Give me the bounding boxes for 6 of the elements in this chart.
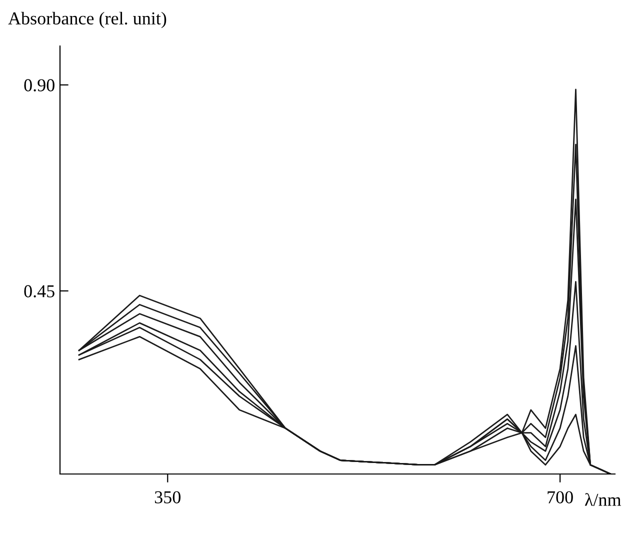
y-axis-title: Absorbance (rel. unit) bbox=[8, 12, 166, 28]
x-tick-label: 350 bbox=[154, 491, 180, 504]
x-axis-title: λ/nm bbox=[584, 493, 622, 506]
y-tick-label: 0.90 bbox=[24, 79, 54, 92]
y-tick-label: 0.45 bbox=[24, 285, 54, 298]
x-tick-label: 700 bbox=[548, 491, 573, 504]
